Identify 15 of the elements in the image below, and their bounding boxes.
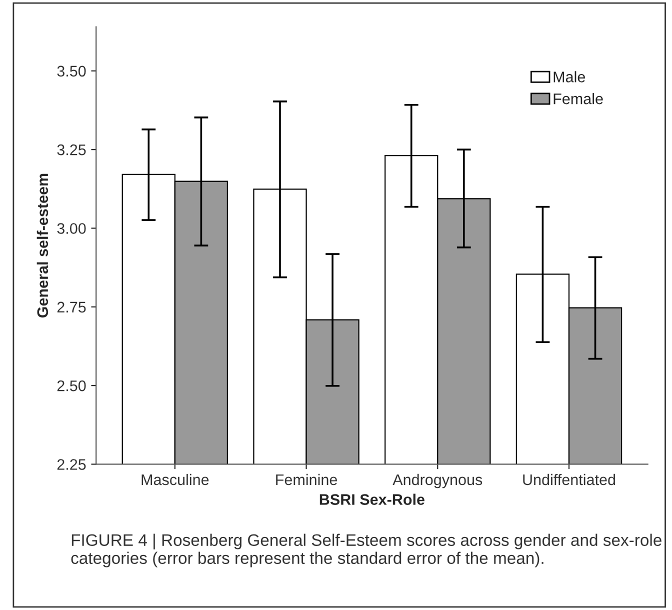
y-tick-label: 2.50 [57, 380, 86, 392]
y-tick-label: 2.75 [57, 302, 86, 313]
legend-label: Male [554, 71, 585, 82]
legend-label: Female [554, 93, 603, 104]
x-tick-label: Feminine [276, 474, 338, 486]
x-tick-label: Androgynous [392, 474, 482, 488]
y-tick-label: 3.00 [57, 223, 86, 234]
x-tick-label: Masculine [142, 474, 209, 486]
y-tick-label: 3.25 [57, 144, 86, 156]
caption: FIGURE 4 | Rosenberg General Self-Esteem scores across gender and sex-role categories (error bars represent the standard error of the mean). [71, 534, 662, 568]
y-axis-title: General self-esteem [36, 174, 48, 318]
y-tick-label: 3.50 [57, 66, 86, 77]
x-tick-label: Undiffentiated [523, 474, 616, 486]
x-axis-title: BSRI Sex-Role [320, 494, 424, 505]
y-tick-label: 2.25 [57, 459, 86, 470]
